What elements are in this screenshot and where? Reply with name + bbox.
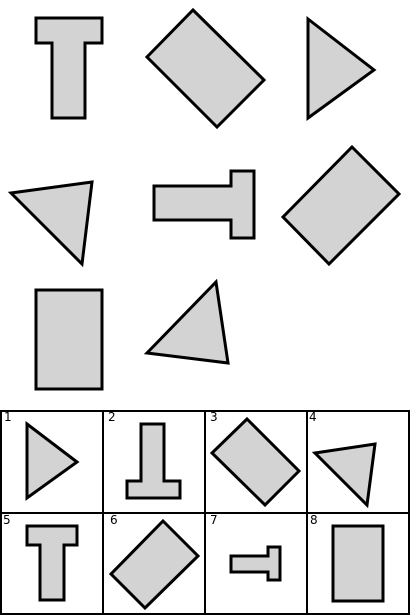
option-1-triangle xyxy=(25,420,80,501)
matrix-cell-7-rectangle xyxy=(34,288,104,391)
answer-option-4[interactable]: 4 xyxy=(309,410,377,509)
matrix-cell-2-rectangle xyxy=(144,7,267,130)
option-number: 8 xyxy=(310,513,318,527)
option-number: 7 xyxy=(210,513,218,527)
answer-options-grid: 1 2 3 4 5 6 7 xyxy=(0,410,410,615)
answer-option-6[interactable]: 6 xyxy=(108,513,201,611)
option-4-triangle xyxy=(311,442,377,509)
option-6-rectangle xyxy=(108,518,201,611)
matrix-cell-8-triangle xyxy=(143,278,230,365)
option-2-t-block xyxy=(125,422,182,500)
option-number: 5 xyxy=(3,513,11,527)
matrix-cell-6-rectangle xyxy=(280,144,402,267)
option-3-rectangle xyxy=(209,416,302,508)
option-number: 4 xyxy=(309,410,317,424)
option-8-rectangle xyxy=(331,524,385,603)
option-number: 1 xyxy=(4,410,12,424)
option-7-t-block xyxy=(229,545,282,582)
option-number: 2 xyxy=(108,410,116,424)
matrix-cell-5-t-block xyxy=(152,169,256,240)
answer-option-1[interactable]: 1 xyxy=(4,410,80,501)
option-number: 6 xyxy=(110,513,118,527)
answer-option-8[interactable]: 8 xyxy=(310,513,385,603)
option-5-t-block xyxy=(25,524,79,602)
matrix-cell-1-t-block xyxy=(34,16,104,120)
answer-option-2[interactable]: 2 xyxy=(108,410,182,500)
puzzle-matrix xyxy=(7,7,402,391)
answer-option-7[interactable]: 7 xyxy=(210,513,282,582)
matrix-cell-4-triangle xyxy=(7,180,94,268)
matrix-cell-3-triangle xyxy=(306,15,377,121)
option-number: 3 xyxy=(210,410,218,424)
answer-option-3[interactable]: 3 xyxy=(209,410,302,508)
answer-option-5[interactable]: 5 xyxy=(3,513,79,602)
